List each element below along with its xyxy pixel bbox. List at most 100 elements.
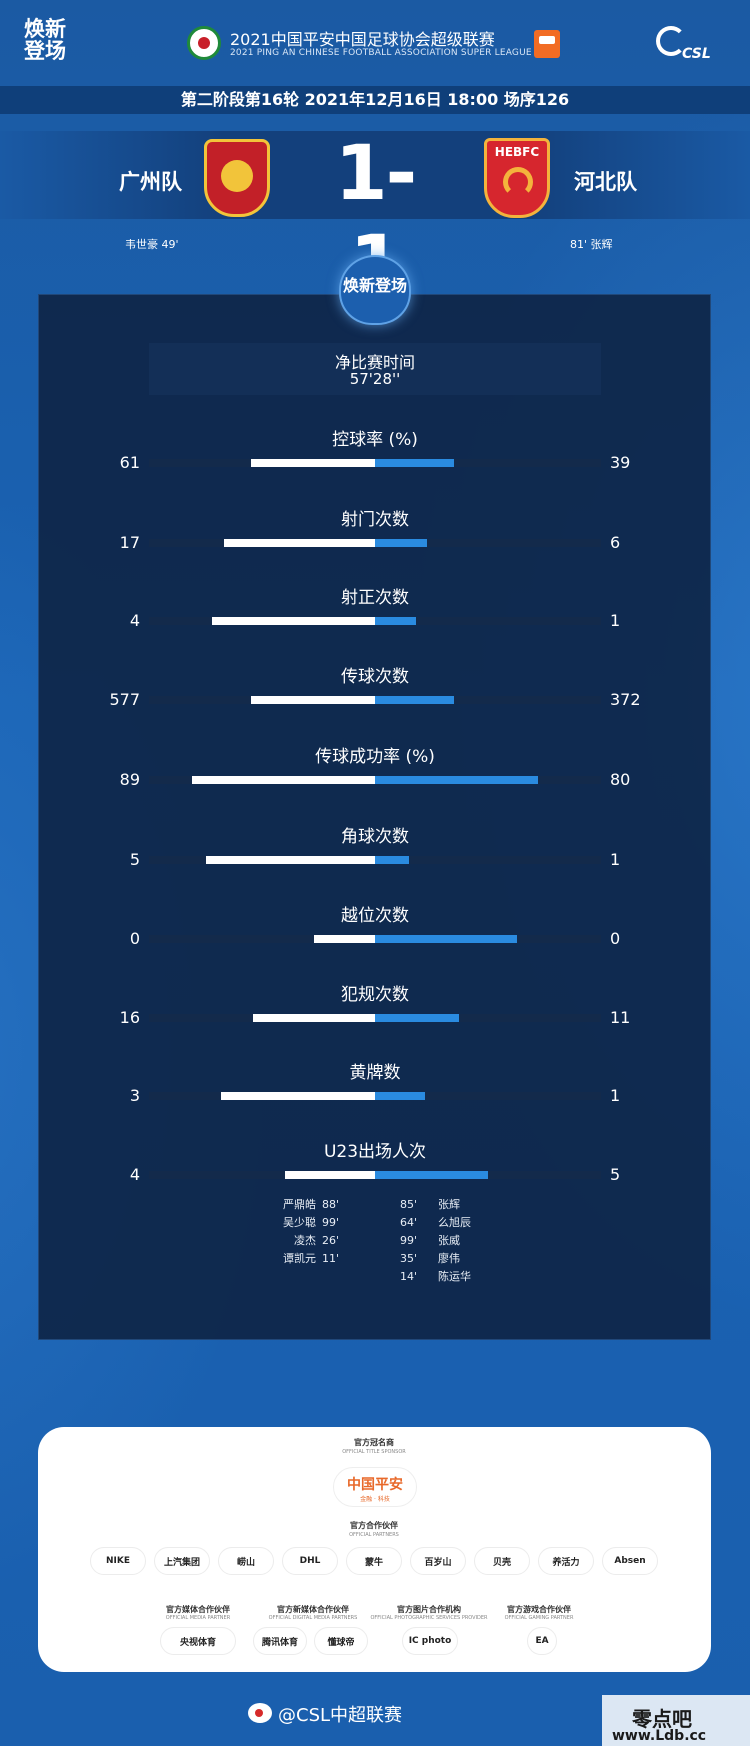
media-partner-sub: OFFICIAL MEDIA PARTNER (165, 1615, 231, 1621)
watermark-url: www.Ldb.cc (612, 1728, 707, 1744)
home-crest-icon (204, 139, 270, 217)
stat-row: 黄牌数 3 1 (0, 1058, 750, 1108)
stat-away-bar (375, 856, 409, 864)
game-partner-logo: EA (527, 1627, 557, 1655)
stat-row: 射门次数 17 6 (0, 505, 750, 555)
home-scorer: 韦世豪 49' (125, 238, 179, 251)
stat-away-bar (375, 1171, 488, 1179)
stat-home-value: 89 (119, 770, 140, 789)
watermark-background (602, 1695, 750, 1746)
player-name: 张辉 (438, 1198, 460, 1211)
partners-sub: OFFICIAL PARTNERS (349, 1532, 399, 1538)
stat-row: 控球率 (%) 61 39 (0, 425, 750, 475)
partner-logo: 上汽集团 (154, 1547, 210, 1575)
weibo-handle: @CSL中超联赛 (278, 1705, 403, 1726)
away-crest-icon: HEBFC (484, 138, 550, 218)
player-minutes: 14' (400, 1270, 418, 1283)
photo-partner-sub: OFFICIAL PHOTOGRAPHIC SERVICES PROVIDER (370, 1615, 488, 1621)
player-name: 么旭辰 (438, 1216, 471, 1229)
stat-away-value: 1 (610, 1086, 621, 1105)
stat-away-value: 39 (610, 453, 631, 472)
league-title: 2021中国平安中国足球协会超级联赛 (230, 30, 495, 49)
stat-home-value: 5 (129, 850, 140, 869)
u23-away-row: 14' 陈运华 (400, 1268, 510, 1286)
stat-home-value: 4 (129, 611, 140, 630)
stat-home-bar (250, 696, 375, 704)
u23-away-row: 85' 张辉 (400, 1196, 510, 1214)
play-time-value: 57'28'' (349, 370, 401, 388)
u23-away-row: 99' 张威 (400, 1232, 510, 1250)
title-sponsor-logo: 中国平安 金融 · 科技 (333, 1467, 417, 1507)
stat-away-value: 372 (610, 690, 641, 709)
stat-home-value: 3 (129, 1086, 140, 1105)
stat-label: 黄牌数 (349, 1063, 401, 1083)
home-team-name: 广州队 (119, 170, 182, 194)
stat-home-value: 61 (119, 453, 140, 472)
stat-label: 控球率 (%) (332, 430, 418, 450)
title-sponsor-tagline: 金融 · 科技 (360, 1496, 390, 1503)
stat-away-bar (375, 776, 538, 784)
media-partner-logo: 央视体育 (160, 1627, 236, 1655)
player-minutes: 99' (322, 1216, 340, 1229)
stat-label: 犯规次数 (341, 985, 409, 1005)
title-sponsor-label: 官方冠名商 (354, 1438, 394, 1447)
stat-row: 射正次数 4 1 (0, 583, 750, 633)
stat-away-value: 0 (610, 929, 621, 948)
u23-away-row: 64' 么旭辰 (400, 1214, 510, 1232)
stat-label: 射正次数 (341, 588, 409, 608)
stat-home-value: 16 (119, 1008, 140, 1027)
stat-away-bar (375, 1092, 425, 1100)
stat-away-bar (375, 539, 427, 547)
new-media-label: 官方新媒体合作伙伴 (277, 1605, 349, 1614)
badge-shape (339, 255, 411, 325)
stat-away-value: 80 (610, 770, 631, 789)
title-sponsor-name: 中国平安 (347, 1477, 403, 1493)
badge-text: 焕新登场 (342, 276, 407, 295)
stat-away-value: 1 (610, 850, 621, 869)
stat-away-value: 5 (610, 1165, 621, 1184)
stat-row: U23出场人次 4 5 (0, 1137, 750, 1187)
away-crest-text: HEBFC (494, 145, 540, 159)
stat-away-bar (375, 459, 455, 467)
header: 焕新登场 2021中国平安中国足球协会超级联赛 2021 PING AN CHI… (0, 0, 750, 90)
stat-away-bar (375, 935, 518, 943)
play-time-label: 净比赛时间 (334, 353, 415, 372)
stat-away-value: 1 (610, 611, 621, 630)
photo-partner-logo: IC photo (402, 1627, 458, 1655)
csl-logo: CSL (656, 24, 728, 64)
stat-label: 越位次数 (341, 906, 409, 926)
player-minutes: 11' (322, 1252, 340, 1265)
csl-swirl-icon (656, 26, 686, 56)
new-media-logo-1: 腾讯体育 (253, 1627, 307, 1655)
photo-partner-label: 官方图片合作机构 (397, 1605, 461, 1614)
stat-row: 传球成功率 (%) 89 80 (0, 742, 750, 792)
partners-label: 官方合作伙伴 (350, 1521, 398, 1530)
stat-row: 越位次数 0 0 (0, 901, 750, 951)
stat-home-bar (212, 617, 375, 625)
brand-logo: 焕新登场 (24, 17, 66, 63)
stat-home-bar (191, 776, 375, 784)
player-minutes: 88' (322, 1198, 340, 1211)
stat-row: 传球次数 577 372 (0, 662, 750, 712)
player-minutes: 64' (400, 1216, 418, 1229)
u23-away-row: 35' 廖伟 (400, 1250, 510, 1268)
stat-label: 传球次数 (341, 667, 409, 687)
new-media-logo-2: 懂球帝 (314, 1627, 368, 1655)
campaign-badge: 焕新登场 (339, 255, 411, 325)
stat-label: U23出场人次 (323, 1142, 427, 1162)
partner-logo: NIKE (90, 1547, 146, 1575)
stat-home-bar (223, 539, 375, 547)
media-partner-label: 官方媒体合作伙伴 (166, 1605, 230, 1614)
stats-panel (38, 294, 711, 1340)
stat-home-bar (221, 1092, 375, 1100)
partner-logo: 百岁山 (410, 1547, 466, 1575)
stat-row: 角球次数 5 1 (0, 822, 750, 872)
title-sponsor-badge-icon (534, 30, 560, 58)
stat-away-value: 6 (610, 533, 621, 552)
stat-home-value: 4 (129, 1165, 140, 1184)
watermark-text: 零点吧 (632, 1707, 692, 1731)
u23-away-list: 85' 张辉 64' 么旭辰 99' 张威 35' 廖伟 14' 陈运华 (400, 1196, 510, 1286)
stat-home-bar (284, 1171, 375, 1179)
stat-row: 犯规次数 16 11 (0, 980, 750, 1030)
dragon-icon (503, 167, 533, 197)
